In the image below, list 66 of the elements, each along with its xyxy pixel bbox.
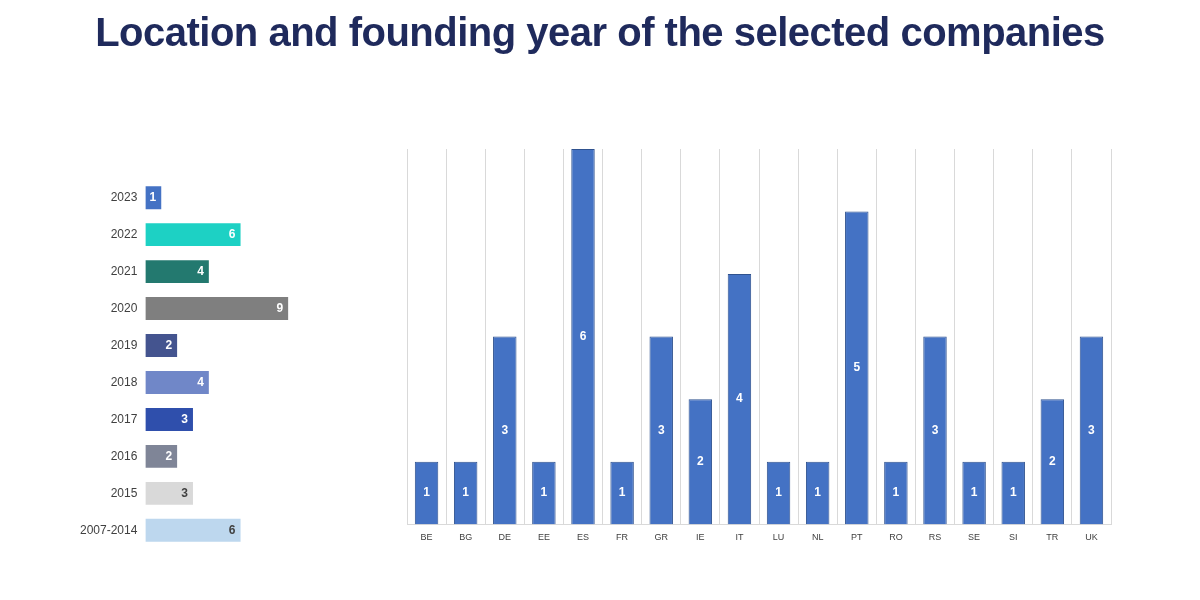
data-label: 1 [618,485,626,500]
data-label: 4 [736,391,744,406]
y-tick-label: 2017 [110,411,138,426]
data-label: 1 [423,485,431,500]
bar [145,481,193,505]
y-tick-label: 2020 [110,300,138,315]
x-tick-label: BG [459,532,473,543]
data-label: 3 [1088,422,1096,437]
data-label: 4 [197,374,205,389]
data-label: 2 [165,337,173,352]
bar [145,223,241,247]
bar [145,371,209,394]
bar [145,407,193,431]
bar [145,334,178,357]
x-tick-label: GR [654,532,669,543]
bar [145,260,209,284]
y-tick-label: 2022 [110,226,138,241]
data-label: 3 [657,422,665,437]
data-label: 1 [814,485,822,500]
data-label: 6 [228,522,236,537]
bar [145,297,289,321]
data-label: 3 [501,422,509,437]
data-label: 3 [931,422,939,437]
data-label: 9 [276,300,284,315]
bar [145,518,241,542]
x-tick-label: NL [811,532,824,543]
y-tick-label: 2007-2014 [80,522,138,537]
x-tick-label: RO [889,532,903,543]
x-tick-label: UK [1085,532,1098,543]
data-label: 1 [1009,485,1017,500]
data-label: 4 [197,263,205,278]
x-tick-label: EE [537,532,550,543]
x-tick-label: IE [696,532,705,543]
y-tick-label: 2018 [110,374,138,389]
data-label: 1 [462,485,470,500]
x-tick-label: ES [576,532,590,543]
data-label: 3 [181,485,189,500]
x-tick-label: FR [616,532,629,543]
x-tick-label: RS [928,532,942,543]
x-tick-label: TR [1046,532,1059,543]
x-tick-label: SI [1008,532,1018,543]
data-label: 1 [149,189,157,204]
data-label: 1 [540,485,548,500]
data-label: 5 [853,360,861,375]
data-label: 3 [181,411,189,426]
x-tick-label: BE [420,532,433,543]
bar [145,444,178,468]
data-label: 6 [579,328,587,343]
y-tick-label: 2016 [110,448,138,463]
data-label: 2 [696,453,704,468]
data-label: 1 [775,485,783,500]
x-tick-label: LU [772,532,785,543]
data-label: 1 [892,485,900,500]
y-tick-label: 2019 [110,337,138,352]
y-tick-label: 2023 [110,189,138,204]
data-label: 2 [165,448,173,463]
data-label: 2 [1048,453,1056,468]
text: Location and founding year of the selected companies [94,10,1106,55]
x-tick-label: PT [851,532,864,543]
data-label: 1 [970,485,978,500]
x-tick-label: IT [735,532,744,543]
x-tick-label: SE [968,532,981,543]
y-tick-label: 2021 [110,263,138,278]
y-tick-label: 2015 [110,485,138,500]
data-label: 6 [228,226,236,241]
x-tick-label: DE [498,532,512,543]
